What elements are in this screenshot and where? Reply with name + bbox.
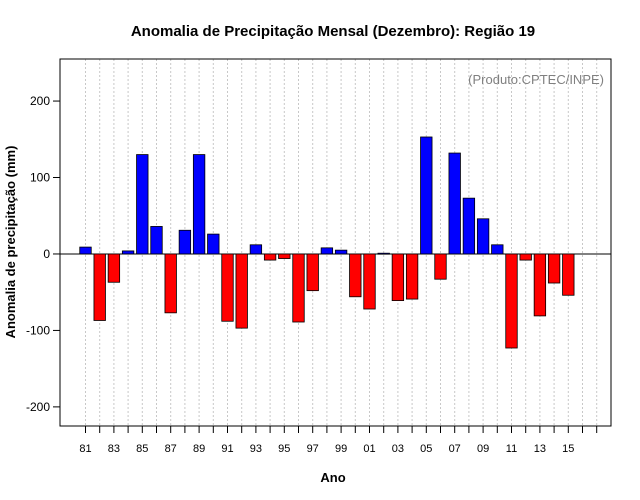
chart-title: Anomalia de Precipitação Mensal (Dezembr… [131, 23, 535, 40]
x-tick-label: 89 [193, 443, 205, 455]
x-tick-label: 01 [363, 443, 375, 455]
bar-81 [79, 246, 92, 255]
x-tick-label: 13 [534, 443, 546, 455]
bar-02 [377, 252, 390, 255]
x-axis-label: Ano [320, 470, 345, 485]
x-tick-label: 99 [335, 443, 347, 455]
bar-12 [519, 253, 532, 261]
bar-06 [434, 253, 447, 280]
y-tick-label: 100 [30, 171, 50, 185]
y-axis: -200 -100 0 100 200 [26, 94, 60, 414]
bar-14 [547, 253, 561, 284]
bar-95 [278, 253, 291, 259]
bar-03 [391, 253, 405, 302]
x-tick-label: 03 [392, 443, 404, 455]
plot-frame [59, 58, 612, 427]
bar-08 [462, 197, 476, 255]
bar-94 [263, 253, 277, 261]
bar-86 [150, 226, 163, 255]
x-tick-label: 95 [278, 443, 290, 455]
x-tick-label: 11 [506, 443, 517, 455]
plot-area [59, 58, 612, 427]
bar-91 [221, 253, 234, 322]
y-axis-label: Anomalia de precipitação (mm) [3, 146, 18, 339]
bar-85 [136, 154, 149, 255]
bar-96 [292, 253, 305, 323]
x-axis: 81 83 85 87 89 91 93 95 97 99 01 03 05 07 09 11 13 15 [79, 426, 598, 455]
x-tick-label: 81 [79, 443, 91, 455]
bar-10 [491, 244, 504, 255]
bar-83 [107, 253, 121, 283]
bar-15 [562, 253, 575, 296]
x-tick-label: 91 [221, 443, 233, 455]
bar-89 [192, 154, 206, 255]
bar-13 [533, 253, 547, 317]
bar-88 [178, 229, 192, 255]
bar-92 [235, 253, 248, 329]
bar-00 [349, 253, 362, 298]
bar-05 [420, 136, 433, 255]
bar-90 [207, 233, 220, 255]
x-tick-label: 93 [250, 443, 262, 455]
gridlines [85, 59, 598, 426]
y-tick-label: -100 [26, 323, 50, 337]
bar-99 [334, 249, 348, 255]
bar-04 [405, 253, 419, 300]
bar-97 [306, 253, 319, 292]
x-tick-label: 85 [136, 443, 148, 455]
x-tick-label: 87 [165, 443, 177, 455]
bars [79, 136, 575, 349]
bar-98 [320, 247, 334, 255]
bar-01 [363, 253, 376, 310]
y-tick-label: 200 [30, 94, 50, 108]
bar-09 [476, 218, 490, 255]
x-tick-label: 15 [562, 443, 574, 455]
bar-07 [448, 152, 461, 255]
x-tick-label: 97 [307, 443, 319, 455]
x-tick-label: 83 [108, 443, 120, 455]
bar-11 [505, 253, 518, 349]
x-tick-label: 07 [449, 443, 461, 455]
bar-82 [93, 253, 106, 321]
bar-84 [121, 250, 135, 255]
x-tick-label: 05 [420, 443, 432, 455]
y-tick-label: -200 [26, 400, 50, 414]
bar-93 [249, 244, 263, 255]
credit-label: (Produto:CPTEC/INPE) [468, 72, 604, 87]
bar-87 [164, 253, 177, 314]
y-tick-label: 0 [43, 247, 50, 261]
x-tick-label: 09 [477, 443, 489, 455]
